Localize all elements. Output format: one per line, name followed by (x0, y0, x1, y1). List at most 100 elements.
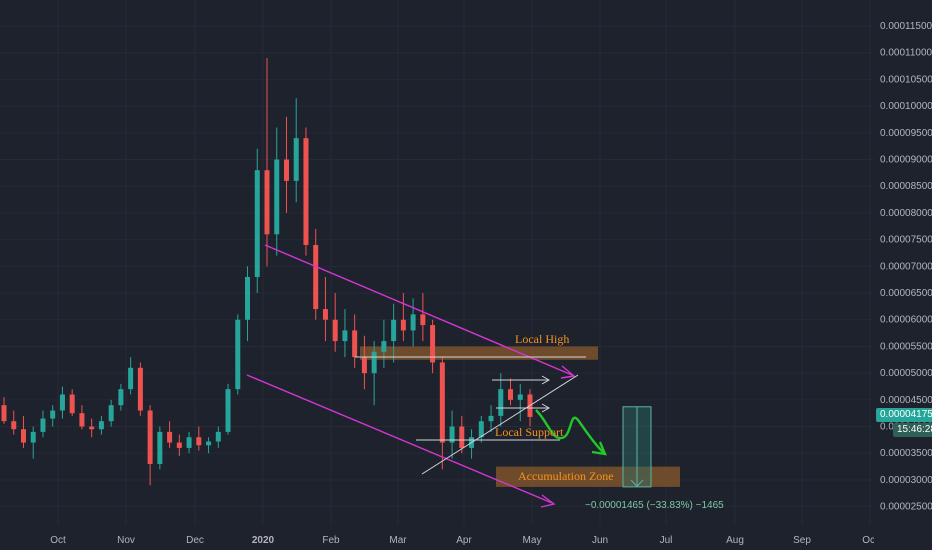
y-tick-label: 0.00006000 (880, 315, 932, 326)
price-axis[interactable]: 0.00011500 0.00011000 0.00010500 0.00010000… (874, 0, 932, 550)
candle-body (186, 437, 192, 448)
candle-body (254, 170, 260, 278)
candle-body (118, 389, 124, 406)
channel-upper-line (264, 244, 573, 376)
candle-body (371, 351, 377, 374)
candle-body (59, 394, 65, 411)
y-tick-label: 0.00011500 (880, 21, 932, 32)
y-tick-label: 0.00008500 (880, 181, 932, 192)
candle-body (196, 437, 202, 446)
x-tick-label: May (523, 535, 542, 546)
candle-body (98, 421, 104, 430)
candle-body (381, 341, 387, 352)
y-tick-label: 0.00005000 (880, 368, 932, 379)
measure-label: −0.00001465 (−33.83%) −1465 (585, 500, 724, 511)
x-tick-label: Apr (456, 535, 472, 546)
candle-body (420, 314, 426, 326)
countdown-tag: 15:46:28 (893, 423, 932, 437)
y-tick-label: 0.00010000 (880, 101, 932, 112)
candle-body (176, 442, 182, 448)
y-tick-label: 0.00006500 (880, 288, 932, 299)
candle-body (274, 159, 280, 235)
candle-body (157, 431, 163, 464)
candle-body (235, 319, 241, 390)
y-tick-label: 0.00007500 (880, 235, 932, 246)
x-tick-label: Aug (726, 535, 744, 546)
y-tick-label: 0.00010500 (880, 74, 932, 85)
projection-path (535, 409, 605, 454)
candle-body (410, 314, 416, 331)
candle-body (430, 325, 436, 363)
x-tick-label: Dec (186, 535, 204, 546)
candle-body (245, 277, 251, 320)
candle-body (332, 319, 338, 342)
candle-body (79, 413, 85, 427)
candle-body (20, 429, 26, 443)
candle-body (137, 367, 143, 411)
local-high-zone (360, 346, 598, 360)
candle-body (225, 389, 231, 432)
y-tick-label: 0.00011000 (880, 48, 932, 59)
candle-body (352, 330, 358, 358)
candle-body (303, 138, 309, 245)
candle-body (322, 309, 328, 320)
candle-body (89, 426, 95, 430)
candle-body (283, 159, 289, 181)
candle-body (206, 441, 212, 446)
local-support-label: Local Support (495, 425, 564, 439)
y-tick-label: 0.00003500 (880, 448, 932, 459)
y-tick-label: 0.00009000 (880, 155, 932, 166)
y-tick-label: 0.00009500 (880, 128, 932, 139)
candle-body (40, 418, 46, 432)
range-arrow-top-head (541, 375, 551, 385)
channel-lower-line (246, 374, 553, 504)
candle-body (478, 421, 484, 438)
x-tick-label: Oct (50, 535, 66, 546)
candle-body (167, 431, 173, 443)
candle-body (69, 394, 75, 414)
range-arrow-bottom-head (541, 403, 551, 413)
candle-body (50, 410, 56, 419)
candle-body (508, 389, 514, 400)
candle-body (264, 170, 270, 235)
candle-body (449, 426, 455, 443)
projection-arrowhead (591, 441, 607, 456)
y-tick-label: 0.00003000 (880, 475, 932, 486)
x-tick-label: Oct (862, 535, 878, 546)
y-tick-label: 0.00005500 (880, 341, 932, 352)
candle-body (313, 244, 319, 310)
candle-body (361, 357, 367, 374)
price-axis-svg: 0.00011500 0.00011000 0.00010500 0.00010000… (880, 21, 932, 513)
candle-body (342, 330, 348, 342)
candle-body (108, 405, 114, 422)
candle-body (439, 362, 445, 443)
channel-upper-arrowhead (560, 365, 576, 379)
candle-body (11, 421, 17, 430)
current-price-tag: 0.00004175 (876, 408, 932, 422)
candle-body (459, 426, 465, 448)
x-tick-label: Jun (592, 535, 608, 546)
local-high-label: Local High (515, 332, 569, 346)
candle-body (128, 367, 134, 390)
x-tick-label: Nov (117, 535, 135, 546)
accumulation-zone-label: Accumulation Zone (518, 469, 614, 483)
candle-body (215, 431, 221, 442)
x-tick-label: Mar (389, 535, 407, 546)
channel-lower-arrowhead (540, 494, 556, 508)
x-tick-label: Sep (793, 535, 811, 546)
candle-body (391, 319, 397, 342)
x-tick-label: Feb (322, 535, 340, 546)
x-tick-label: 2020 (252, 535, 275, 546)
candle-body (30, 431, 36, 443)
candle-body (400, 319, 406, 331)
candle-body (517, 394, 523, 400)
candle-body (488, 415, 494, 422)
y-tick-label: 0.00007000 (880, 261, 932, 272)
candle-body (498, 389, 504, 416)
rising-trendline (421, 374, 579, 475)
accumulation-zone (496, 466, 680, 487)
x-tick-label: Jul (660, 535, 673, 546)
candle-body (1, 405, 7, 422)
